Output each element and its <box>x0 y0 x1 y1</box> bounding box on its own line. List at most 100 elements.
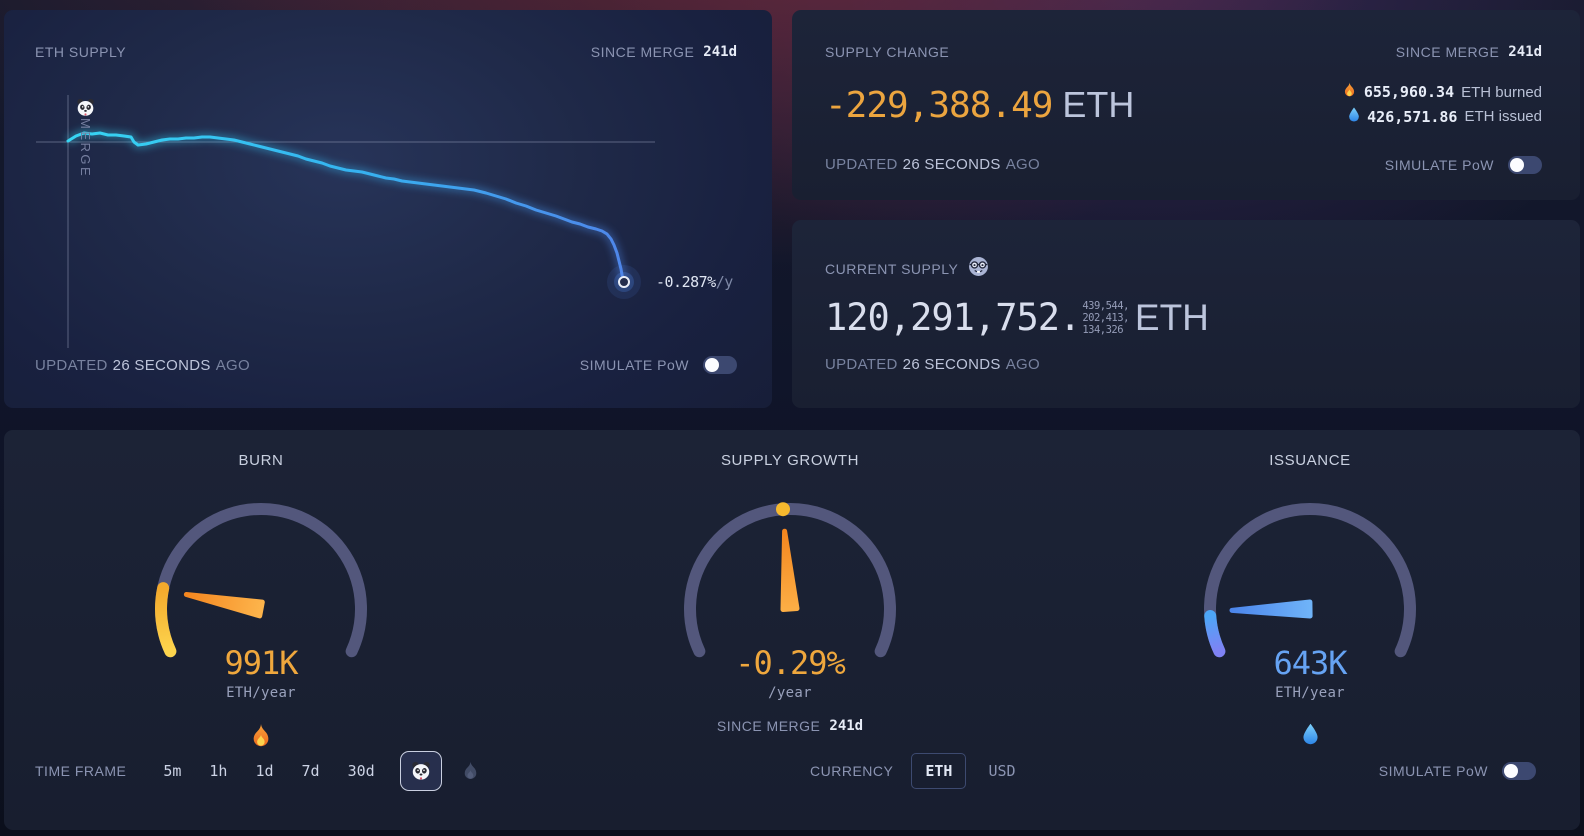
current-supply-card: CURRENT SUPPLY 120,291,752. 439,544, 202… <box>792 220 1580 408</box>
burned-row: 655,960.34 ETH burned <box>1342 82 1542 102</box>
toggle-knob <box>1504 764 1518 778</box>
frac-line-3: 134,326 <box>1082 323 1124 336</box>
currency-eth-button[interactable]: ETH <box>911 753 967 789</box>
updated-time: 26 SECONDS <box>902 156 1001 173</box>
supply-line <box>66 131 626 284</box>
frac-line-2: 202,413, <box>1082 311 1129 324</box>
supply-change-unit: ETH <box>1062 84 1135 125</box>
burn-issue-breakdown: 655,960.34 ETH burned 426,571.86 ETH iss… <box>1342 82 1542 126</box>
supply-growth-rate-callout: -0.287%/y <box>656 273 733 291</box>
gauge-needle <box>1229 599 1313 619</box>
simulate-pow-toggle[interactable] <box>1508 156 1542 174</box>
supply-change-card: SUPPLY CHANGE SINCE MERGE 241d -229,388.… <box>792 10 1580 200</box>
supply-change-title: SUPPLY CHANGE <box>825 44 950 60</box>
gauge-track <box>1204 503 1416 658</box>
since-merge-value: 241d <box>829 718 864 734</box>
burn-explorer-button[interactable] <box>456 751 486 791</box>
burned-label: ETH burned <box>1461 83 1542 101</box>
since-merge-value: 241d <box>703 44 737 60</box>
simulate-pow-label: SIMULATE PoW <box>1378 763 1488 779</box>
simulate-pow-control: SIMULATE PoW <box>1379 750 1536 792</box>
updated-time: 26 SECONDS <box>902 356 1001 373</box>
simulate-pow-control: SIMULATE PoW <box>580 356 737 374</box>
growth-rate-value: -0.287% <box>656 273 716 291</box>
eth-supply-title: ETH SUPPLY <box>35 44 127 60</box>
timeframe-7d-button[interactable]: 7d <box>295 756 327 786</box>
supply-growth-gauge-dial <box>684 502 896 658</box>
merge-axis-label: MERGE <box>78 118 93 179</box>
supply-change-value: -229,388.49 ETH <box>825 84 1134 126</box>
updated-prefix: UPDATED <box>825 156 898 173</box>
since-merge-panda-button[interactable] <box>399 751 442 791</box>
timeframe-1d-button[interactable]: 1d <box>248 756 280 786</box>
currency-label: CURRENCY <box>810 763 894 779</box>
since-merge-value: 241d <box>1508 44 1542 60</box>
eth-supply-card: MERGE -0.287%/y ETH SUPPLY SINCE MERGE 2… <box>4 10 772 408</box>
supply-growth-gauge-title: SUPPLY GROWTH <box>720 452 860 469</box>
simulate-pow-control: SIMULATE PoW <box>1385 156 1542 174</box>
burned-value: 655,960.34 <box>1363 83 1455 101</box>
issuance-gauge: ISSUANCE 643K ETH/year <box>1160 452 1460 752</box>
updated-suffix: AGO <box>1005 356 1040 373</box>
burn-gauge: BURN 991K ETH/year <box>111 452 411 752</box>
supply-change-amount: -229,388.49 <box>825 85 1053 126</box>
updated-prefix: UPDATED <box>35 356 108 374</box>
simulate-pow-label: SIMULATE PoW <box>1384 157 1494 173</box>
gauge-progress <box>1204 609 1226 658</box>
since-merge-label: SINCE MERGE <box>716 718 821 734</box>
nerd-face-icon <box>968 256 989 282</box>
supply-growth-gauge-value: -0.29% <box>735 644 846 682</box>
burn-gauge-value: 991K <box>224 644 298 682</box>
latest-point-marker <box>607 265 641 299</box>
gauges-card: BURN 991K ETH/year <box>4 430 1580 830</box>
since-merge-indicator: SINCE MERGE 241d <box>640 718 940 734</box>
current-supply-title: CURRENT SUPPLY <box>825 261 959 277</box>
panda-icon <box>412 761 430 780</box>
simulate-pow-toggle[interactable] <box>1502 762 1536 780</box>
gauge-track <box>155 503 367 658</box>
current-supply-value: 120,291,752. 439,544, 202,413, 134,326 E… <box>825 296 1209 339</box>
fire-icon <box>111 701 411 749</box>
updated-suffix: AGO <box>1005 156 1040 173</box>
issued-row: 426,571.86 ETH issued <box>1348 107 1542 126</box>
issuance-gauge-value: 643K <box>1273 644 1347 682</box>
toggle-knob <box>1510 158 1524 172</box>
time-frame-label: TIME FRAME <box>35 763 127 779</box>
since-merge-label: SINCE MERGE <box>1395 44 1500 60</box>
timeframe-30d-button[interactable]: 30d <box>341 756 382 786</box>
gauge-needle <box>183 592 265 619</box>
since-merge-label: SINCE MERGE <box>590 44 695 60</box>
updated-suffix: AGO <box>215 356 250 374</box>
updated-timestamp: UPDATED 26 SECONDS AGO <box>825 356 1040 373</box>
current-supply-unit: ETH <box>1134 296 1209 338</box>
supply-growth-gauge-unit: /year <box>768 685 812 701</box>
issuance-gauge-title: ISSUANCE <box>1269 452 1351 469</box>
simulate-pow-toggle[interactable] <box>703 356 737 374</box>
fire-icon <box>1342 82 1357 102</box>
toggle-knob <box>705 358 719 372</box>
since-merge-indicator: SINCE MERGE 241d <box>1396 44 1542 60</box>
issued-label: ETH issued <box>1464 108 1542 125</box>
growth-rate-unit: /y <box>715 273 734 291</box>
droplet-icon <box>1348 107 1360 126</box>
supply-fractional-digits: 439,544, 202,413, 134,326 <box>1082 300 1129 336</box>
time-frame-selector: TIME FRAME 5m 1h 1d 7d 30d <box>35 750 486 792</box>
updated-time: 26 SECONDS <box>112 356 211 374</box>
burn-gauge-unit: ETH/year <box>226 685 296 701</box>
gauge-track <box>684 503 896 658</box>
timeframe-5m-button[interactable]: 5m <box>156 756 188 786</box>
gauge-progress <box>155 582 177 658</box>
issuance-gauge-dial <box>1204 503 1416 658</box>
droplet-icon <box>1160 701 1460 745</box>
burn-gauge-dial <box>155 503 367 658</box>
updated-timestamp: UPDATED 26 SECONDS AGO <box>825 156 1040 173</box>
currency-usd-button[interactable]: USD <box>984 754 1019 788</box>
supply-growth-gauge: SUPPLY GROWTH -0.29% /year SINCE MERGE 2… <box>640 452 940 752</box>
gauge-zero-marker <box>776 502 790 517</box>
frac-line-1: 439,544, <box>1082 299 1129 312</box>
supply-integer-digits: 120,291,752. <box>825 296 1081 339</box>
currency-selector: CURRENCY ETH USD <box>810 750 1020 792</box>
eth-supply-chart[interactable] <box>4 10 772 408</box>
since-merge-indicator: SINCE MERGE 241d <box>591 44 737 60</box>
timeframe-1h-button[interactable]: 1h <box>202 756 234 786</box>
